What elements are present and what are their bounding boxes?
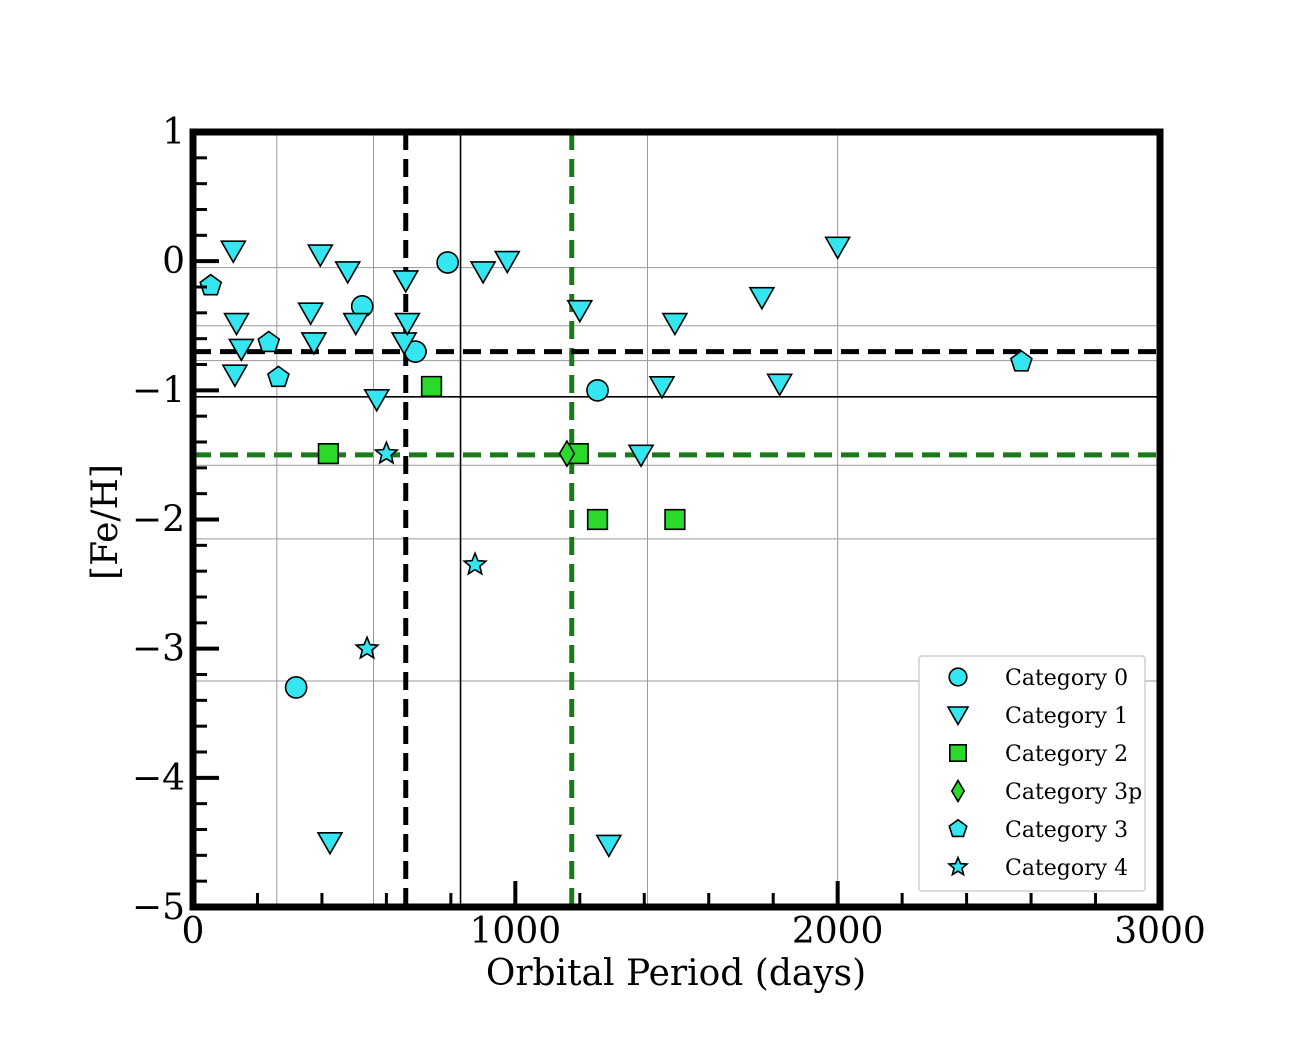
data-point-triangle-down bbox=[363, 388, 391, 413]
data-point-triangle-down bbox=[393, 312, 421, 337]
legend-label: Category 3p bbox=[1005, 780, 1142, 805]
data-point-triangle-down bbox=[219, 240, 247, 264]
legend-label: Category 1 bbox=[1005, 704, 1128, 729]
legend-marker-star bbox=[946, 855, 970, 877]
series-category-2 bbox=[317, 375, 686, 531]
data-point-triangle-down bbox=[648, 376, 676, 400]
data-point-triangle-down bbox=[316, 832, 344, 856]
data-point-triangle-down bbox=[469, 261, 497, 285]
y-tick-label: −2 bbox=[132, 500, 185, 541]
legend-label: Category 3 bbox=[1005, 818, 1128, 843]
legend-marker-pentagon bbox=[948, 818, 968, 838]
x-tick-label: 2000 bbox=[792, 911, 884, 952]
data-point-circle bbox=[284, 676, 308, 699]
y-tick-label: −4 bbox=[132, 758, 185, 799]
data-point-pentagon bbox=[257, 330, 281, 353]
y-tick-label: 1 bbox=[162, 112, 185, 153]
data-point-square bbox=[664, 508, 686, 531]
legend-box bbox=[918, 655, 1146, 892]
data-point-star bbox=[373, 440, 400, 465]
data-point-triangle-down bbox=[300, 332, 328, 356]
data-point-triangle-down bbox=[766, 373, 794, 397]
data-point-pentagon bbox=[199, 273, 223, 296]
data-point-triangle-down bbox=[627, 444, 655, 468]
data-point-triangle-down bbox=[595, 834, 623, 859]
data-point-star bbox=[462, 551, 488, 576]
data-points bbox=[199, 236, 1033, 859]
y-tick-label: −3 bbox=[132, 629, 185, 670]
x-axis-title: Orbital Period (days) bbox=[486, 953, 866, 994]
data-point-triangle-down bbox=[306, 244, 334, 268]
data-point-square bbox=[586, 508, 609, 531]
y-tick-label: −5 bbox=[132, 887, 185, 928]
data-point-circle bbox=[586, 378, 609, 402]
data-point-triangle-down bbox=[661, 312, 689, 337]
plot-frame bbox=[189, 128, 1164, 911]
data-point-triangle-down bbox=[392, 270, 420, 294]
data-point-triangle-down bbox=[223, 312, 250, 337]
series-category-0 bbox=[284, 251, 609, 699]
x-tick-label: 0 bbox=[182, 911, 205, 952]
series-category-1 bbox=[219, 236, 852, 859]
series-category-3 bbox=[199, 273, 1033, 388]
x-tick-label: 1000 bbox=[470, 911, 562, 952]
legend-label: Category 4 bbox=[1005, 856, 1128, 881]
data-point-circle bbox=[436, 251, 460, 274]
data-point-triangle-down bbox=[334, 261, 362, 285]
data-point-triangle-down bbox=[297, 302, 325, 326]
tick-labels: 0 1000 2000 3000 1 0 −1 −2 −3 −4 −5 bbox=[132, 112, 1206, 952]
series-category-3p bbox=[558, 439, 576, 468]
data-point-triangle-down bbox=[566, 299, 594, 324]
data-point-triangle-down bbox=[824, 236, 852, 260]
data-point-triangle-down bbox=[390, 332, 418, 356]
legend-marker-diamond bbox=[950, 778, 966, 804]
data-point-triangle-down bbox=[493, 250, 521, 275]
legend-marker-square bbox=[949, 744, 967, 762]
data-point-star bbox=[354, 635, 380, 660]
x-tick-label: 3000 bbox=[1114, 911, 1206, 952]
y-tick-label: 0 bbox=[162, 241, 185, 282]
data-point-pentagon bbox=[266, 365, 290, 388]
data-point-diamond bbox=[558, 439, 576, 468]
legend-label: Category 0 bbox=[1005, 666, 1128, 691]
data-point-pentagon bbox=[1009, 349, 1033, 372]
data-point-triangle-down bbox=[342, 312, 370, 337]
y-tick-label: −1 bbox=[132, 370, 185, 411]
data-point-triangle-down bbox=[221, 364, 249, 388]
data-point-triangle-down bbox=[748, 286, 776, 311]
data-point-square bbox=[420, 375, 443, 398]
legend-marker-circle bbox=[948, 667, 968, 687]
y-axis-title: [Fe/H] bbox=[85, 464, 126, 580]
legend-label: Category 2 bbox=[1005, 742, 1128, 767]
legend-marker-triangle-down bbox=[946, 706, 970, 727]
data-point-square bbox=[317, 442, 340, 465]
legend: Category 0 Category 1 Category 2 Category 3… bbox=[918, 655, 1146, 892]
series-category-4 bbox=[354, 440, 488, 660]
reference-lines bbox=[193, 132, 1160, 907]
data-point-triangle-down bbox=[227, 338, 255, 363]
